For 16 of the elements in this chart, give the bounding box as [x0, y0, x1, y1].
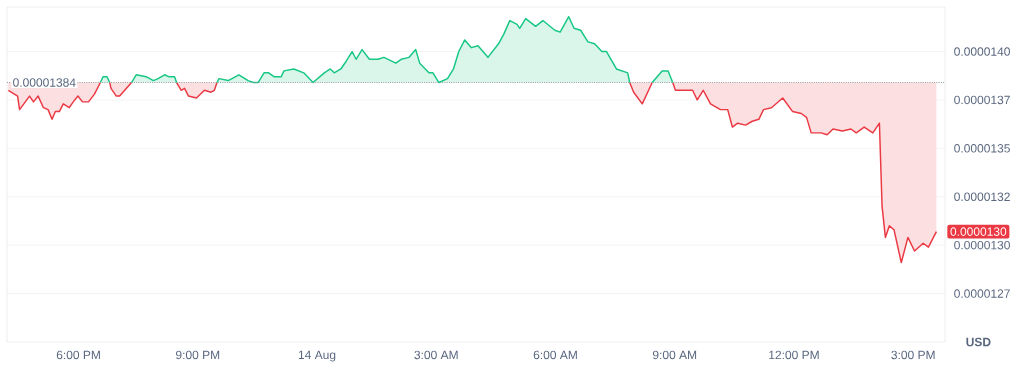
x-tick-label: 6:00 PM	[56, 350, 100, 360]
y-tick-label: 0.0000135	[954, 144, 1010, 153]
y-axis-title: USD	[966, 337, 991, 347]
x-tick-label: 3:00 AM	[414, 350, 458, 360]
y-tick-label: 0.0000127	[954, 289, 1010, 298]
y-tick-label: 0.0000132	[954, 192, 1010, 202]
x-tick-label: 14 Aug	[298, 350, 336, 362]
y-tick-label: 0.0000137	[954, 95, 1010, 105]
y-tick-label: 0.0000130	[954, 240, 1010, 250]
ref-line-label: 0.00001384	[13, 78, 76, 87]
x-tick-label: 6:00 AM	[533, 350, 577, 360]
y-tick-label: 0.0000140	[954, 47, 1010, 56]
x-tick-label: 3:00 PM	[891, 350, 935, 360]
x-tick-label: 9:00 PM	[176, 350, 220, 360]
x-tick-label: 9:00 AM	[652, 350, 697, 360]
x-tick-label: 12:00 PM	[769, 350, 819, 360]
